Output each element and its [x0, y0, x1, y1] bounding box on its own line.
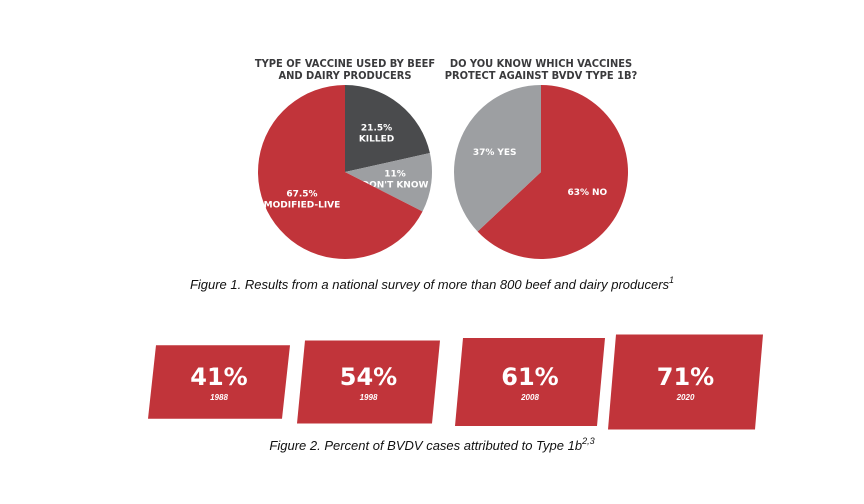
slice-label: 63% NO: [567, 188, 607, 198]
bar-year: 1988: [210, 393, 228, 402]
slice-category: YES: [496, 147, 516, 157]
chart-title: DO YOU KNOW WHICH VACCINES: [450, 57, 632, 70]
bar-year: 2020: [676, 393, 695, 402]
bar: [455, 338, 605, 426]
bar-year: 2008: [520, 393, 539, 402]
slice-label: 11% DON'T KNOW: [362, 169, 429, 190]
bar-value: 61%: [501, 363, 558, 391]
pie-slice: [345, 85, 430, 172]
slice-value: 37%: [473, 147, 495, 157]
slice-value: 21.5%: [361, 123, 392, 133]
bar: [148, 345, 290, 419]
pie-slice: [345, 153, 432, 212]
chart-title: TYPE OF VACCINE USED BY BEEF: [255, 57, 435, 70]
figure-caption: Figure 1. Results from a national survey…: [190, 275, 674, 292]
slice-label: 21.5% KILLED: [359, 123, 394, 144]
bar-value: 54%: [340, 363, 397, 391]
slice-label: 37% YES: [473, 147, 517, 157]
pie-slice: [477, 85, 629, 259]
bar-year: 1998: [360, 393, 378, 402]
caption-note: 2,3: [581, 436, 595, 446]
caption-text: Figure 2. Percent of BVDV cases attribut…: [269, 438, 582, 453]
bar-value: 41%: [190, 363, 247, 391]
slice-category: KILLED: [359, 134, 394, 144]
chart-title: PROTECT AGAINST BVDV TYPE 1B?: [445, 69, 638, 82]
bar: [297, 340, 440, 424]
caption-note: 1: [669, 275, 674, 285]
bar: [608, 334, 763, 430]
caption-text: Figure 1. Results from a national survey…: [190, 277, 670, 292]
slice-value: 63%: [567, 188, 589, 198]
pie-slice: [258, 85, 423, 259]
slice-category: DON'T KNOW: [362, 180, 429, 190]
slice-category: MODIFIED-LIVE: [264, 200, 341, 210]
slice-value: 11%: [384, 169, 406, 179]
slice-label: 67.5% MODIFIED-LIVE: [264, 189, 341, 210]
pie-slice: [454, 85, 541, 232]
bar-value: 71%: [657, 363, 714, 391]
slice-category: NO: [592, 188, 608, 198]
slice-value: 67.5%: [286, 189, 317, 199]
figure-caption: Figure 2. Percent of BVDV cases attribut…: [269, 436, 594, 453]
chart-title: AND DAIRY PRODUCERS: [278, 69, 411, 82]
